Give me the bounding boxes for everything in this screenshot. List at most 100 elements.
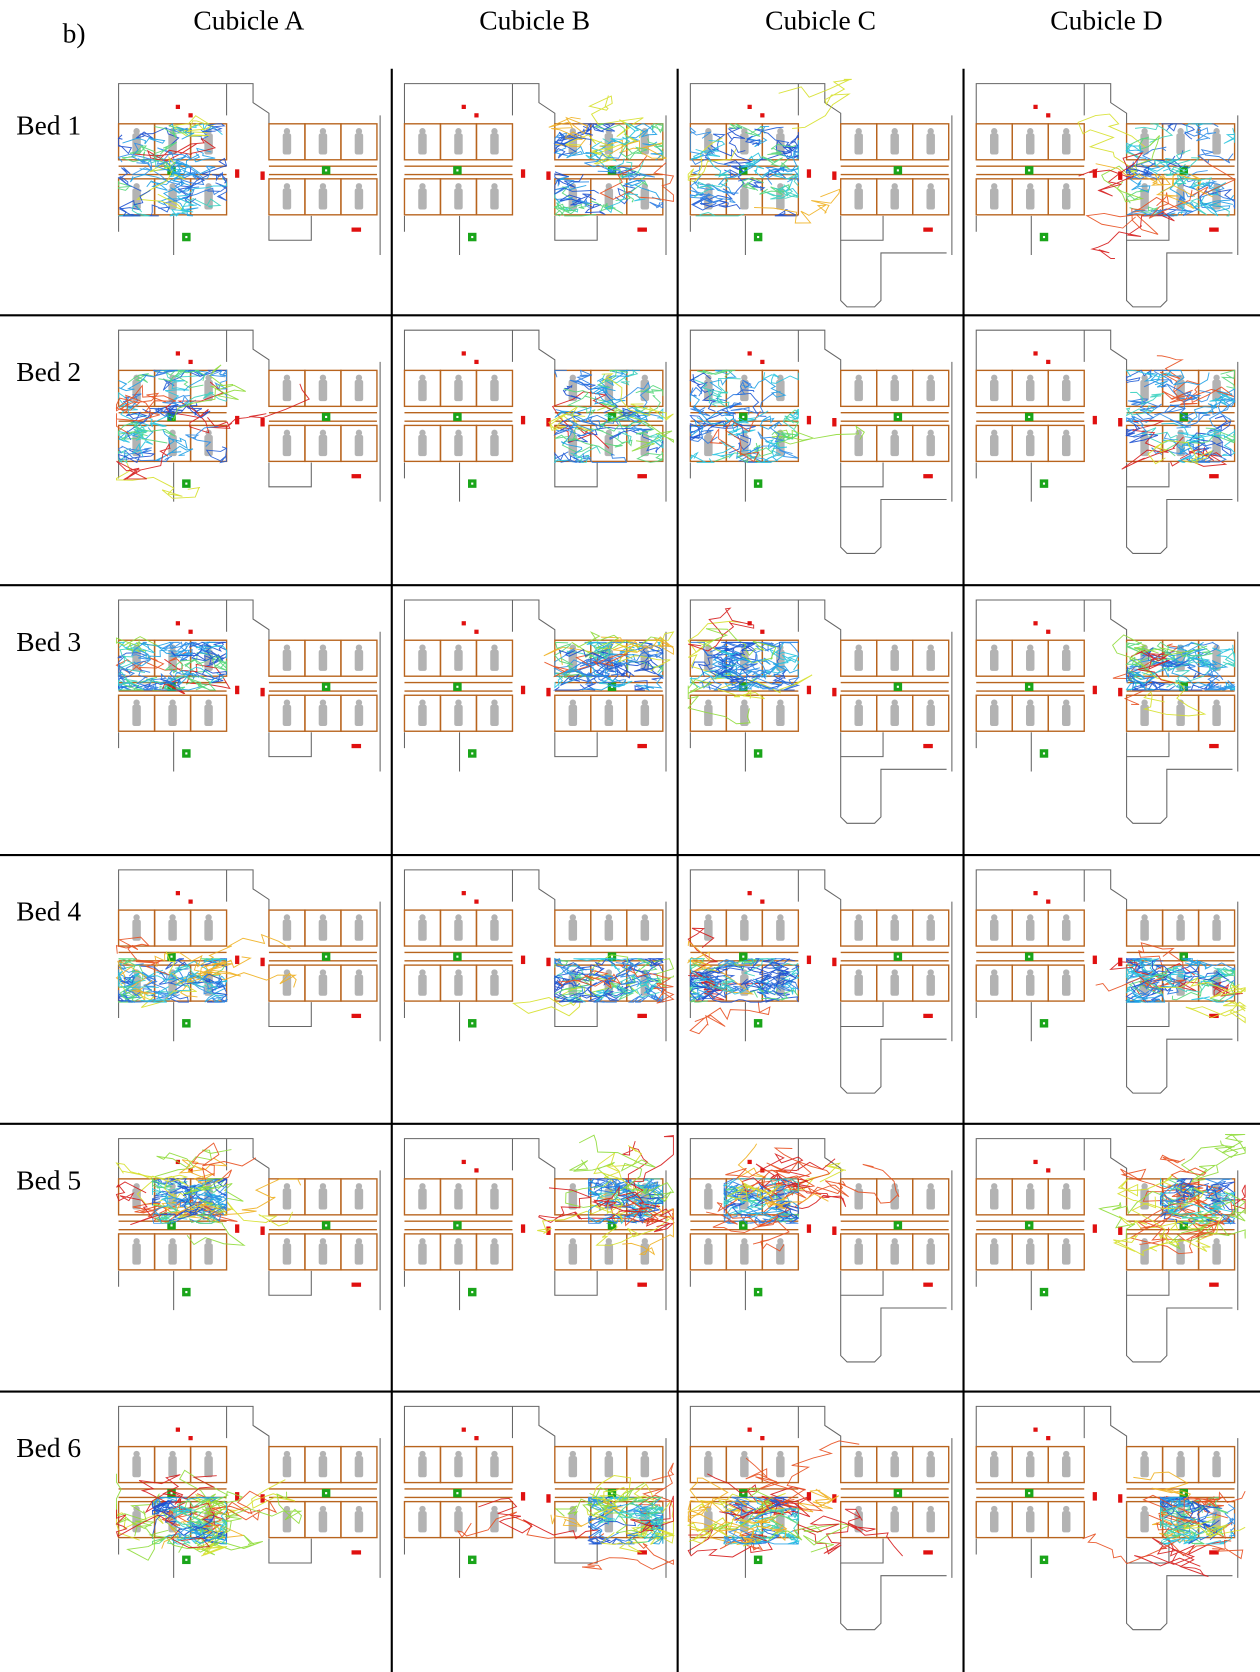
patient-head	[777, 1238, 783, 1244]
red-marker	[1209, 474, 1219, 478]
patient	[990, 1456, 998, 1477]
patient	[355, 133, 363, 154]
patient-head	[1141, 1183, 1147, 1189]
wall	[404, 600, 666, 771]
green-dot	[1043, 483, 1045, 485]
trajectory	[123, 137, 165, 144]
patient-head	[133, 1238, 139, 1244]
patient	[454, 133, 462, 154]
row-header: Bed 3	[16, 626, 81, 657]
red-marker	[1118, 1494, 1122, 1502]
green-dot	[456, 416, 458, 418]
patient-head	[419, 969, 425, 975]
patient-head	[892, 375, 898, 381]
red-marker	[748, 1428, 752, 1432]
green-dot	[185, 236, 187, 238]
floor-plan	[404, 870, 673, 1041]
red-marker	[923, 744, 933, 748]
green-dot	[325, 416, 327, 418]
patient-head	[1027, 128, 1033, 134]
patient-head	[1063, 969, 1069, 975]
patient	[641, 920, 649, 941]
red-marker	[188, 1436, 192, 1440]
patient-head	[1141, 699, 1147, 705]
red-marker	[235, 686, 239, 694]
red-marker	[352, 1014, 362, 1018]
patient	[283, 920, 291, 941]
row-header: Bed 2	[16, 356, 81, 387]
patient	[283, 188, 291, 209]
patient	[569, 705, 577, 726]
green-dot	[1043, 1291, 1045, 1293]
patient	[776, 1243, 784, 1264]
green-dot	[742, 1224, 744, 1226]
green-dot	[1028, 956, 1030, 958]
patient-head	[455, 644, 461, 650]
red-marker	[748, 105, 752, 109]
patient	[854, 650, 862, 671]
green-dot	[456, 956, 458, 958]
patient-head	[1063, 644, 1069, 650]
patient-head	[356, 1506, 362, 1512]
patient	[926, 435, 934, 456]
red-marker	[1118, 418, 1122, 426]
red-marker	[1093, 686, 1097, 694]
patient	[926, 650, 934, 671]
patient	[1140, 435, 1148, 456]
floor-plan	[976, 600, 1238, 823]
patient-head	[284, 430, 290, 436]
row-header: Bed 4	[16, 896, 81, 927]
patient-head	[928, 128, 934, 134]
green-dot	[897, 1492, 899, 1494]
patient-head	[356, 969, 362, 975]
patient-head	[928, 430, 934, 436]
patient	[1026, 435, 1034, 456]
patient-head	[284, 699, 290, 705]
red-marker	[1093, 1492, 1097, 1500]
patient	[132, 1456, 140, 1477]
red-marker	[760, 899, 764, 903]
green-dot	[1043, 1559, 1045, 1561]
patient-head	[455, 1183, 461, 1189]
patient	[926, 1188, 934, 1209]
red-marker	[188, 113, 192, 117]
patient-head	[642, 1238, 648, 1244]
red-marker	[546, 688, 550, 696]
floor-plan	[688, 79, 952, 307]
green-dot	[456, 169, 458, 171]
patient-head	[705, 699, 711, 705]
wall	[841, 757, 947, 824]
patient	[990, 650, 998, 671]
patient	[990, 1243, 998, 1264]
wall	[690, 870, 952, 1041]
patient	[319, 435, 327, 456]
red-marker	[760, 1436, 764, 1440]
patient-head	[856, 699, 862, 705]
patient	[1140, 1456, 1148, 1477]
wall	[841, 1295, 947, 1362]
patient-head	[320, 183, 326, 189]
patient	[605, 1456, 613, 1477]
patient	[418, 975, 426, 996]
red-marker	[1033, 1428, 1037, 1432]
patient-head	[169, 1238, 175, 1244]
patient-head	[320, 699, 326, 705]
red-marker	[474, 1436, 478, 1440]
patient	[854, 1456, 862, 1477]
red-marker	[1046, 113, 1050, 117]
patient	[319, 1243, 327, 1264]
patient-head	[777, 699, 783, 705]
green-dot	[325, 1492, 327, 1494]
trajectory	[772, 426, 865, 444]
floor-plan	[976, 1406, 1245, 1629]
patient	[1212, 1243, 1220, 1264]
red-marker	[1046, 1168, 1050, 1172]
red-marker	[760, 360, 764, 364]
trajectory	[1186, 1000, 1245, 1022]
patient	[1176, 920, 1184, 941]
patient	[355, 380, 363, 401]
patient	[490, 650, 498, 671]
red-marker	[637, 1014, 647, 1018]
red-marker	[462, 351, 466, 355]
trajectory	[756, 1154, 835, 1181]
